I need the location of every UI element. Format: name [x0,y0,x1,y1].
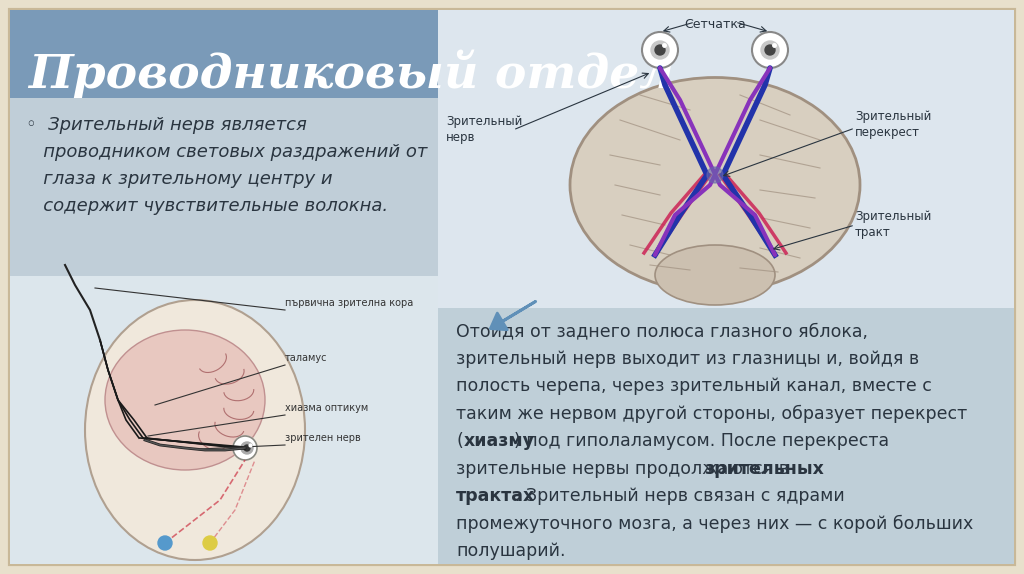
Ellipse shape [570,77,860,293]
Text: таким же нервом другой стороны, образует перекрест: таким же нервом другой стороны, образует… [456,405,968,422]
Circle shape [765,45,775,55]
Text: полость черепа, через зрительный канал, вместе с: полость черепа, через зрительный канал, … [456,377,932,395]
Text: зрительных: зрительных [705,460,824,478]
Text: ◦  Зрительный нерв является
   проводником световых раздражений от
   глаза к зр: ◦ Зрительный нерв является проводником с… [26,116,427,215]
Text: промежуточного мозга, а через них — с корой больших: промежуточного мозга, а через них — с ко… [456,514,973,533]
FancyArrowPatch shape [490,301,536,330]
Circle shape [241,442,253,454]
Text: зрительные нервы продолжаются в: зрительные нервы продолжаются в [456,460,795,478]
FancyBboxPatch shape [438,308,1014,564]
Circle shape [761,41,779,59]
Text: Сетчатка: Сетчатка [684,18,745,31]
FancyBboxPatch shape [10,98,438,276]
FancyBboxPatch shape [438,10,1014,308]
Text: . Зрительный нерв связан с ядрами: . Зрительный нерв связан с ядрами [515,487,845,505]
FancyBboxPatch shape [10,10,1014,98]
FancyBboxPatch shape [10,276,438,564]
Circle shape [203,536,217,550]
Circle shape [651,41,669,59]
Text: полушарий.: полушарий. [456,542,565,560]
Circle shape [655,45,665,55]
Text: Зрительный
тракт: Зрительный тракт [855,210,932,239]
Text: (: ( [456,432,463,450]
Text: хиазма оптикум: хиазма оптикум [285,403,369,413]
Circle shape [707,167,723,183]
Text: първична зрителна кора: първична зрителна кора [285,298,414,308]
Text: зрителен нерв: зрителен нерв [285,433,360,443]
Text: таламус: таламус [285,353,328,363]
FancyBboxPatch shape [10,10,1014,564]
Text: зрительный нерв выходит из глазницы и, войдя в: зрительный нерв выходит из глазницы и, в… [456,350,920,367]
Text: Отойдя от заднего полюса глазного яблока,: Отойдя от заднего полюса глазного яблока… [456,322,868,340]
Circle shape [642,32,678,68]
Text: Зрительный
нерв: Зрительный нерв [446,115,522,144]
Ellipse shape [85,300,305,560]
Circle shape [244,445,250,451]
Text: хиазму: хиазму [464,432,535,450]
Text: трактах: трактах [456,487,536,505]
Circle shape [158,536,172,550]
Text: ) под гиполаламусом. После перекреста: ) под гиполаламусом. После перекреста [514,432,889,450]
Circle shape [752,32,788,68]
Text: Зрительный
перекрест: Зрительный перекрест [855,110,932,139]
Ellipse shape [655,245,775,305]
Circle shape [233,436,257,460]
Text: Проводниковый отдел: Проводниковый отдел [28,49,674,98]
Ellipse shape [105,330,265,470]
